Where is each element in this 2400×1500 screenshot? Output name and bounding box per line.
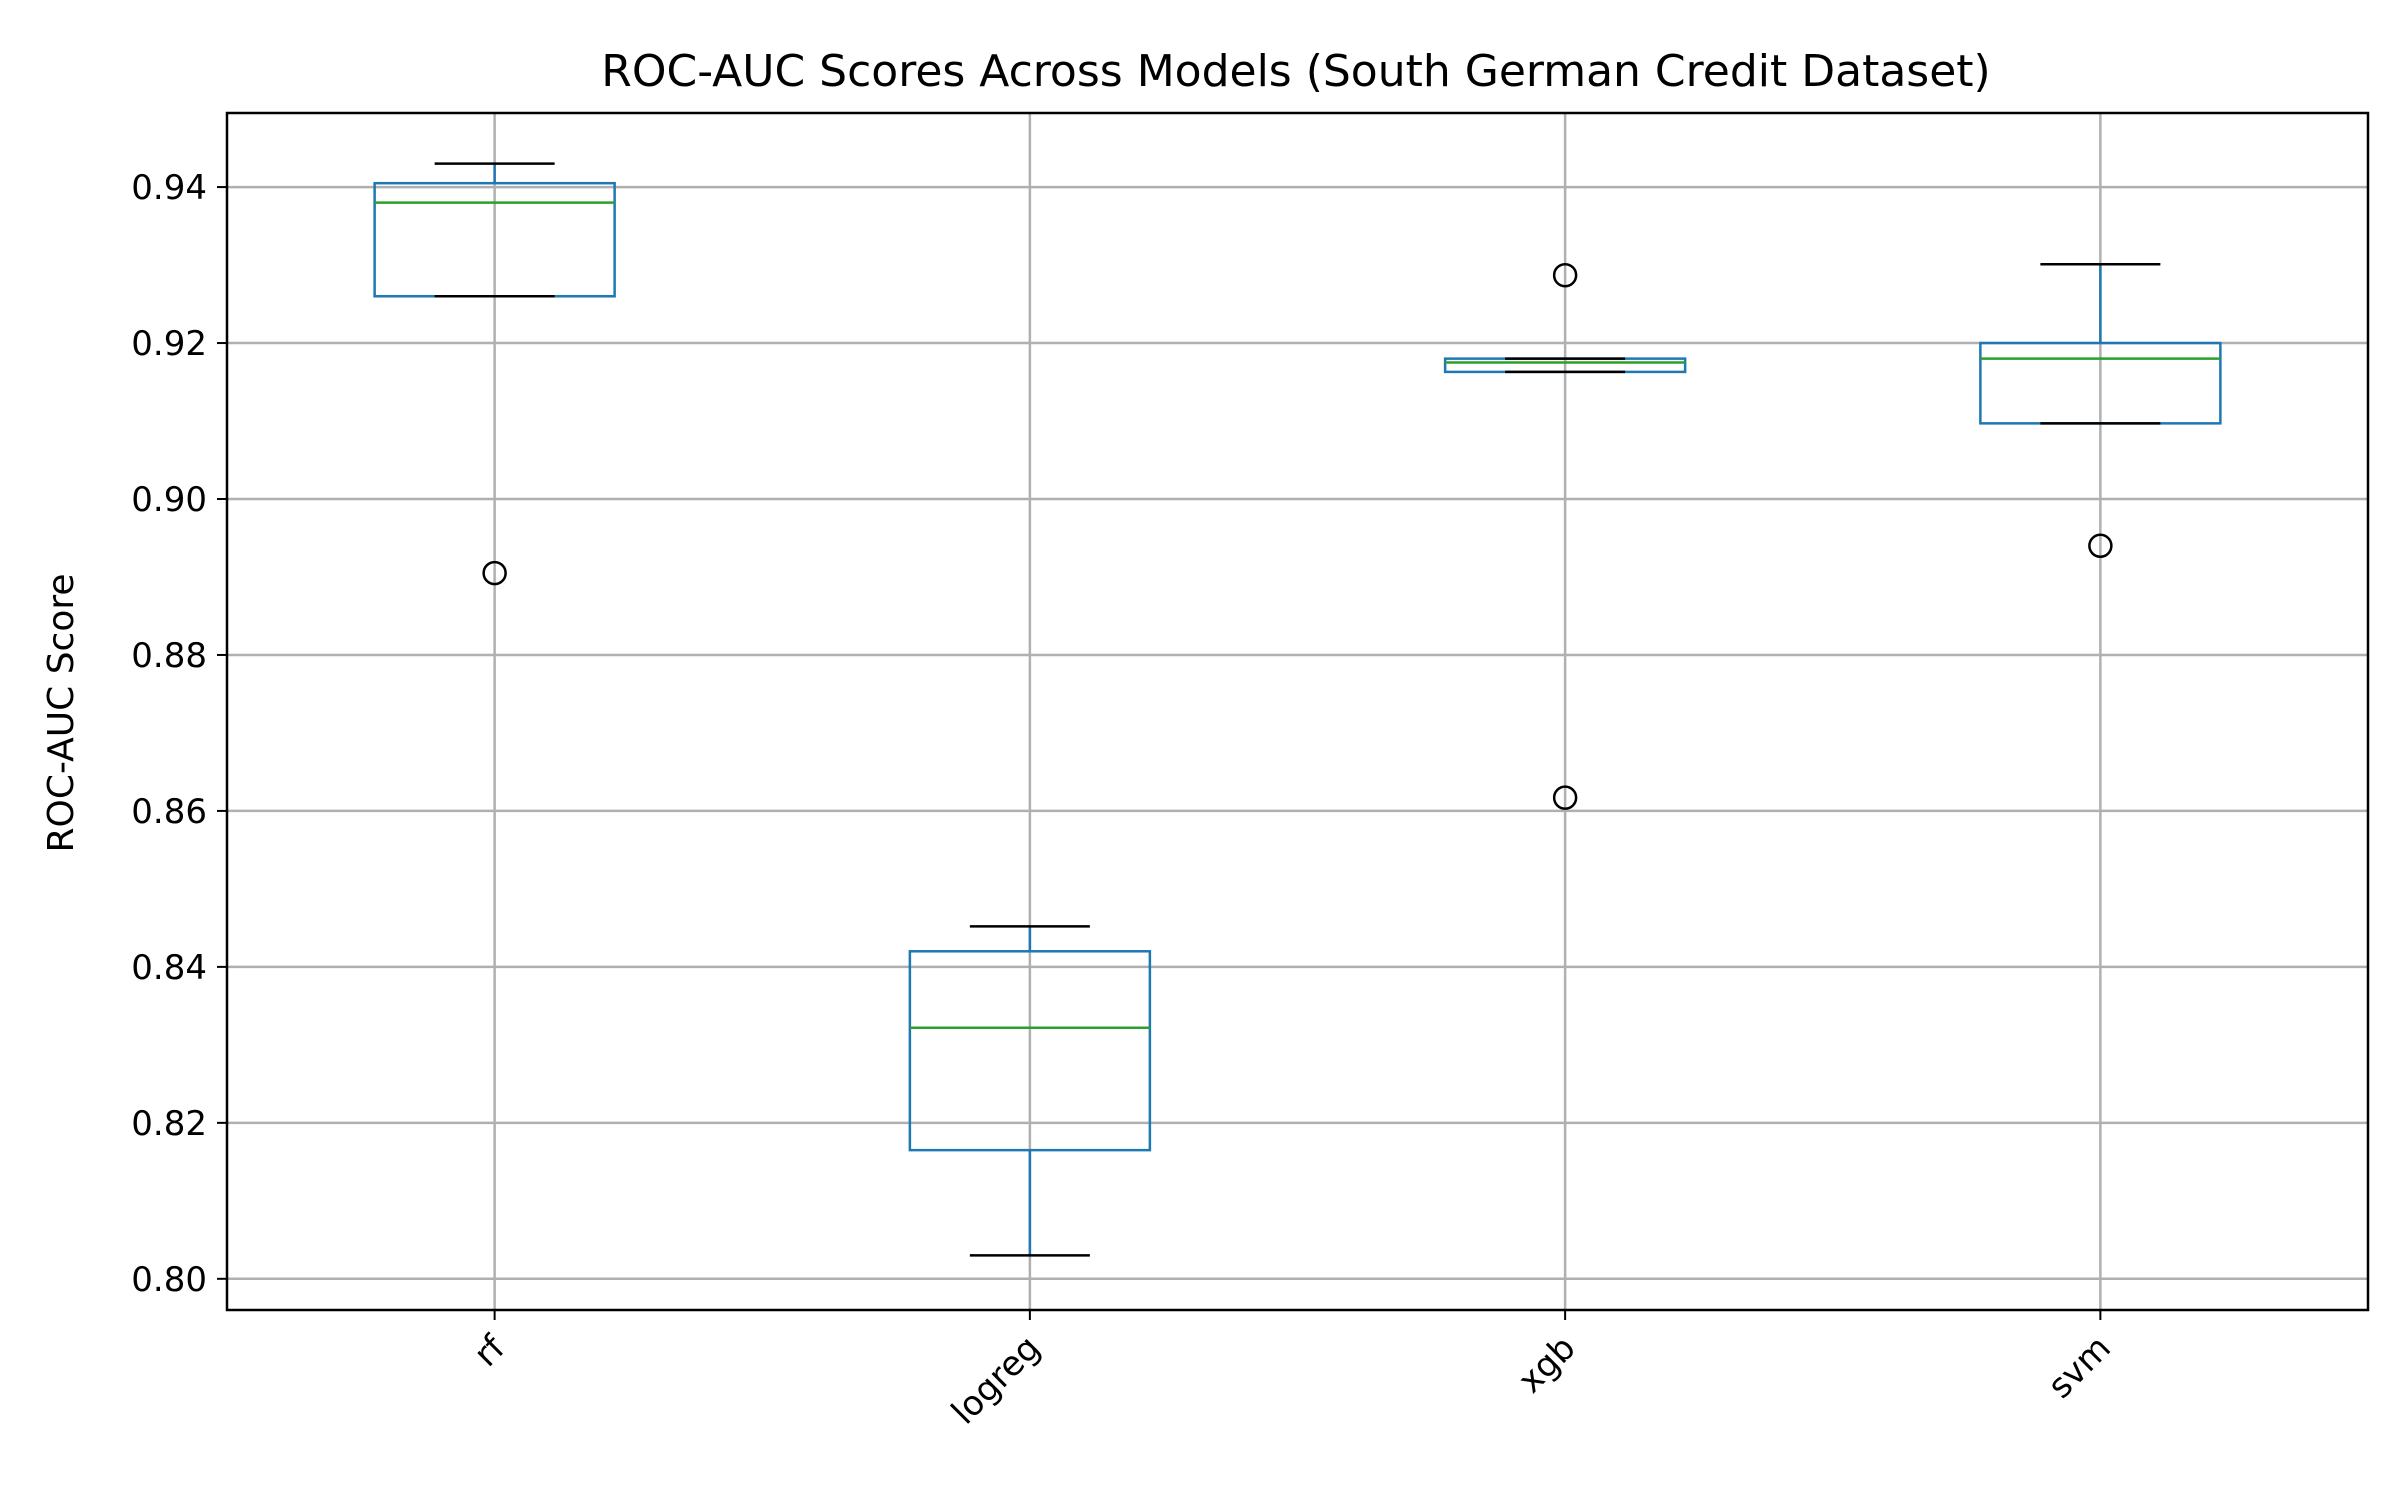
y-tick-label: 0.82 (131, 1104, 207, 1144)
y-tick-label: 0.90 (131, 480, 207, 520)
box-layer (373, 162, 2222, 1257)
y-tick-label: 0.84 (131, 948, 207, 988)
box-group-rf (373, 162, 616, 586)
y-tick-label: 0.80 (131, 1260, 207, 1300)
box-group-xgb (1443, 262, 1687, 810)
chart-title: ROC-AUC Scores Across Models (South Germ… (601, 46, 1990, 97)
y-tick-label: 0.94 (131, 168, 207, 208)
y-tick-label: 0.92 (131, 324, 207, 364)
box-group-logreg (908, 925, 1152, 1257)
outlier-point (1552, 785, 1578, 810)
box-group-svm (1979, 263, 2222, 559)
outlier-point (2088, 533, 2113, 559)
y-tick-label: 0.86 (131, 792, 207, 832)
axes-frame (225, 111, 2370, 1312)
outlier-point (1552, 262, 1578, 288)
y-axis-label: ROC-AUC Score (41, 573, 82, 852)
box-iqr (908, 950, 1152, 1152)
outlier-point (482, 560, 507, 586)
y-tick-label: 0.88 (131, 636, 207, 676)
